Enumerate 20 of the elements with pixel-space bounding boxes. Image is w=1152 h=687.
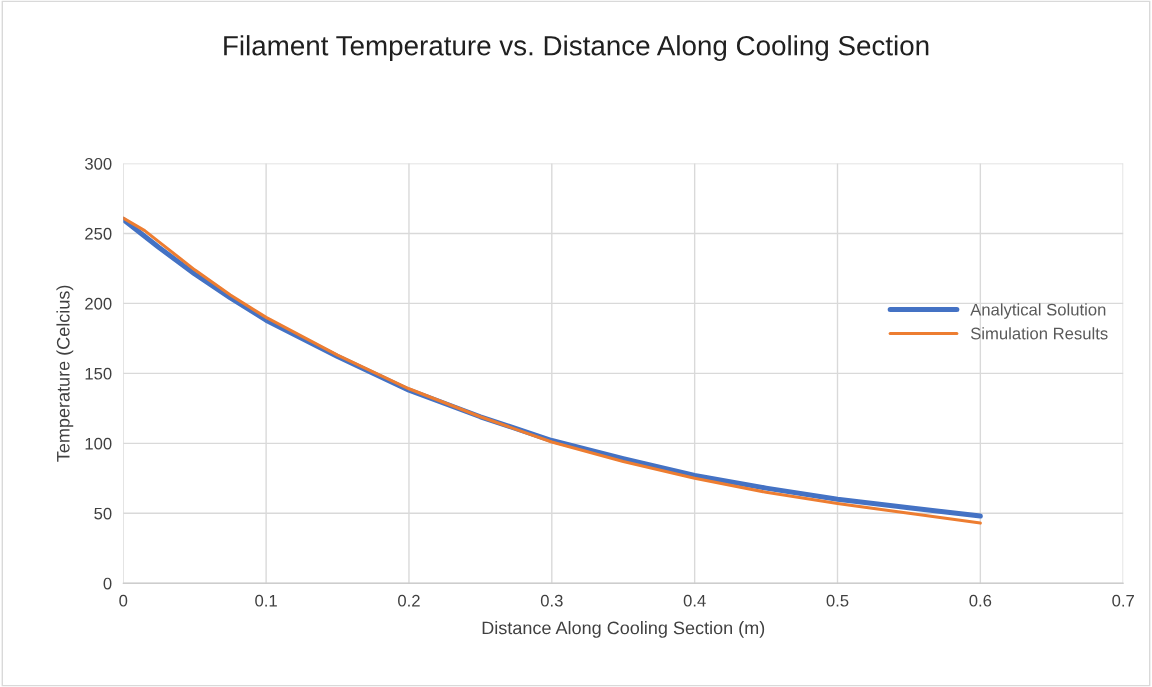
x-tick-label: 0.3 — [540, 594, 563, 607]
y-tick-label: 0 — [103, 577, 112, 590]
y-tick-label: 100 — [85, 437, 112, 450]
x-tick-label: 0.4 — [683, 594, 706, 607]
x-tick-label: 0.5 — [826, 594, 849, 607]
x-tick-label: 0.1 — [255, 594, 277, 607]
y-tick-label: 150 — [85, 367, 112, 380]
y-tick-label: 50 — [94, 507, 112, 520]
x-tick-label: 0 — [119, 594, 128, 607]
chart-title: Filament Temperature vs. Distance Along Cooling Section — [224, 35, 929, 62]
y-tick-label: 300 — [84, 157, 112, 170]
x-tick-label: 0.2 — [398, 594, 420, 607]
y-axis-title: Temperature (Celcius) — [56, 285, 74, 462]
x-axis-title: Distance Along Cooling Section (m) — [482, 621, 765, 638]
y-tick-label: 250 — [85, 227, 112, 240]
legend-label: Simulation Results — [970, 327, 1108, 340]
x-tick-label: 0.7 — [1112, 594, 1134, 607]
x-tick-label: 0.6 — [969, 594, 992, 607]
legend-label: Analytical Solution — [970, 303, 1106, 319]
y-tick-label: 200 — [85, 297, 112, 310]
